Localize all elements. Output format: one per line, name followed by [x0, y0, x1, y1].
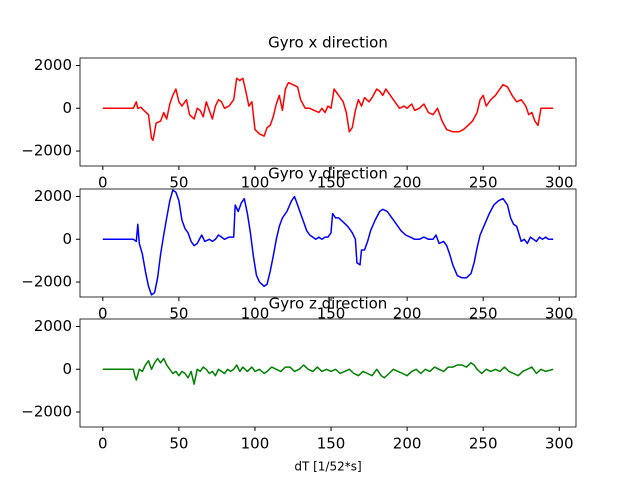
axes-title: Gyro z direction — [269, 295, 388, 313]
x-tick-label: 250 — [469, 174, 498, 192]
x-tick-label: 250 — [469, 435, 498, 453]
x-tick-label: 100 — [241, 305, 270, 323]
axes-frame — [79, 57, 577, 167]
data-line — [102, 189, 554, 296]
x-tick-label: 0 — [98, 435, 108, 453]
axes-title: Gyro y direction — [268, 165, 388, 183]
x-tick-label: 100 — [241, 435, 270, 453]
y-tick-label: 2000 — [34, 317, 72, 335]
axes-title: Gyro x direction — [268, 34, 388, 52]
x-tick-label: 300 — [545, 435, 574, 453]
y-tick-label: 0 — [62, 99, 72, 117]
x-tick-label: 50 — [169, 174, 188, 192]
x-tick-label: 200 — [393, 174, 422, 192]
x-axis-label: dT [1/52*s] — [294, 460, 361, 474]
x-tick-label: 200 — [393, 305, 422, 323]
x-tick-label: 50 — [169, 305, 188, 323]
x-tick-label: 150 — [317, 435, 346, 453]
data-line — [102, 357, 554, 385]
x-tick-label: 150 — [317, 305, 346, 323]
x-tick-label: 100 — [241, 174, 270, 192]
y-tick-label: 0 — [62, 360, 72, 378]
y-tick-label: −2000 — [21, 273, 72, 291]
data-line — [102, 77, 554, 142]
x-tick-label: 250 — [469, 305, 498, 323]
x-tick-label: 50 — [169, 435, 188, 453]
y-tick-label: 0 — [62, 230, 72, 248]
x-tick-label: 0 — [98, 174, 108, 192]
axes-frame — [79, 188, 577, 298]
x-tick-label: 300 — [545, 305, 574, 323]
x-tick-label: 200 — [393, 435, 422, 453]
y-tick-label: 2000 — [34, 56, 72, 74]
y-tick-label: 2000 — [34, 187, 72, 205]
axes-frame — [79, 318, 577, 428]
x-tick-label: 150 — [317, 174, 346, 192]
x-tick-label: 0 — [98, 305, 108, 323]
x-tick-label: 300 — [545, 174, 574, 192]
y-tick-label: −2000 — [21, 142, 72, 160]
y-tick-label: −2000 — [21, 403, 72, 421]
